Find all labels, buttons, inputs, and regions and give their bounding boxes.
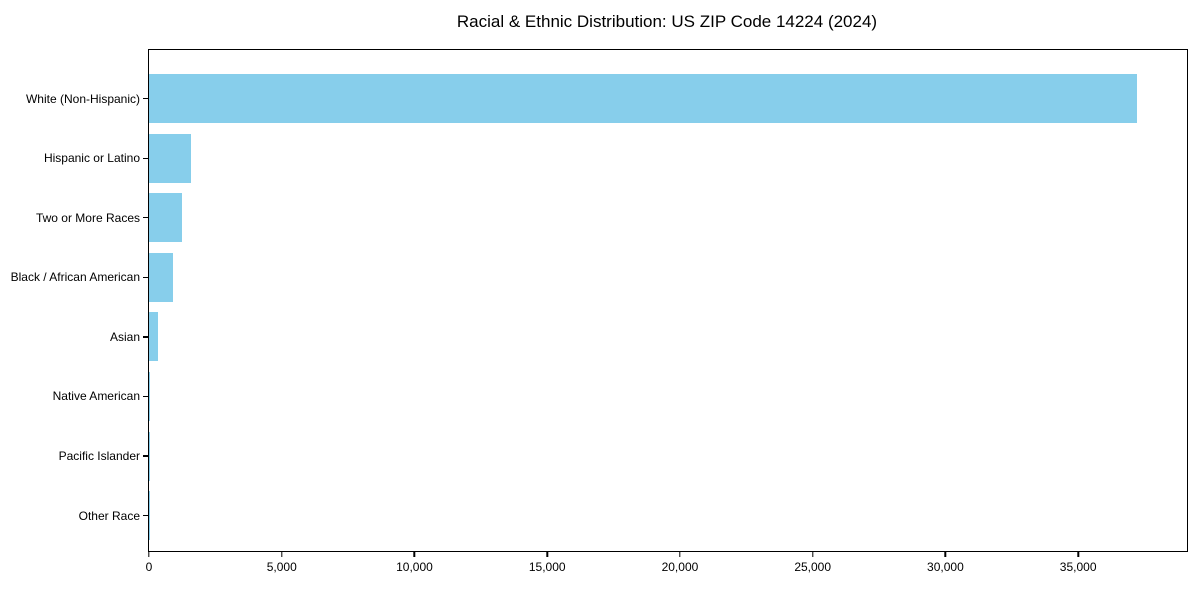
y-tick-hispanic-or-latino — [143, 157, 149, 159]
x-tick-label-0: 0 — [145, 560, 153, 574]
bar-hispanic-or-latino — [149, 133, 192, 183]
x-tick-label-20000: 20,000 — [661, 560, 699, 574]
y-label-white-non-hispanic: White (Non-Hispanic) — [25, 91, 140, 106]
x-tick-35000 — [1077, 551, 1079, 557]
y-tick-asian — [143, 336, 149, 338]
x-tick-20000 — [679, 551, 681, 557]
plot-area: White (Non-Hispanic) Hispanic or Latino Tw… — [11, 49, 1188, 574]
bar-other-race — [149, 491, 150, 541]
y-tick-black-african-american — [143, 276, 149, 279]
x-tick-label-5000: 5,000 — [266, 560, 297, 574]
bar-native-american — [149, 371, 150, 421]
x-tick-5000 — [281, 551, 283, 557]
y-label-pacific-islander: Pacific Islander — [58, 449, 140, 463]
bar-white-non-hispanic — [149, 74, 1137, 124]
x-tick-25000 — [811, 551, 814, 557]
x-tick-label-35000: 35,000 — [1059, 560, 1097, 574]
y-tick-other-race — [143, 514, 149, 517]
x-tick-label-25000: 25,000 — [794, 560, 832, 574]
x-tick-15000 — [546, 551, 548, 557]
y-label-black-african-american: Black / African American — [10, 270, 140, 285]
y-label-other-race: Other Race — [78, 508, 140, 523]
bar-two-or-more-races — [149, 193, 182, 243]
bar-asian — [149, 312, 158, 362]
x-tick-label-30000: 30,000 — [927, 560, 964, 574]
y-tick-white-non-hispanic — [143, 98, 149, 100]
y-label-asian: Asian — [109, 329, 140, 344]
y-tick-native-american — [143, 395, 149, 398]
x-tick-10000 — [413, 551, 416, 557]
y-label-native-american: Native American — [52, 389, 140, 404]
chart-title: Racial & Ethnic Distribution: US ZIP Cod… — [456, 12, 878, 31]
x-tick-0 — [148, 551, 150, 557]
bar-black-african-american — [149, 252, 173, 302]
y-tick-two-or-more-races — [143, 217, 149, 219]
y-label-two-or-more-races: Two or More Races — [35, 210, 140, 225]
y-tick-pacific-islander — [143, 455, 149, 457]
y-label-hispanic-or-latino: Hispanic or Latino — [43, 151, 140, 166]
x-tick-label-15000: 15,000 — [528, 560, 566, 574]
x-tick-label-10000: 10,000 — [396, 560, 433, 574]
x-tick-30000 — [944, 551, 947, 557]
